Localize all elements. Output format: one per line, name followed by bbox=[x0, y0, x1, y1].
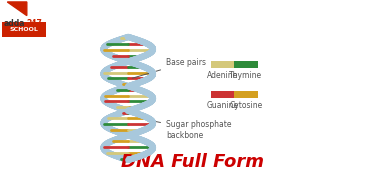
Text: Thymine: Thymine bbox=[230, 71, 262, 81]
Text: 247: 247 bbox=[26, 19, 42, 28]
Bar bbox=[2, 22, 46, 37]
Bar bbox=[234, 91, 258, 98]
Text: Adenine: Adenine bbox=[207, 71, 238, 81]
Text: SCHOOL: SCHOOL bbox=[10, 27, 39, 32]
Text: Guanine: Guanine bbox=[207, 101, 239, 111]
Text: DNA Full Form: DNA Full Form bbox=[121, 152, 264, 171]
Text: Cytosine: Cytosine bbox=[230, 101, 262, 111]
Text: adda: adda bbox=[4, 19, 26, 28]
Bar bbox=[234, 61, 258, 68]
Bar bbox=[211, 61, 234, 68]
Text: Sugar phosphate
backbone: Sugar phosphate backbone bbox=[156, 120, 231, 140]
Polygon shape bbox=[8, 2, 27, 16]
Text: Base pairs: Base pairs bbox=[132, 58, 206, 78]
Bar bbox=[211, 91, 234, 98]
